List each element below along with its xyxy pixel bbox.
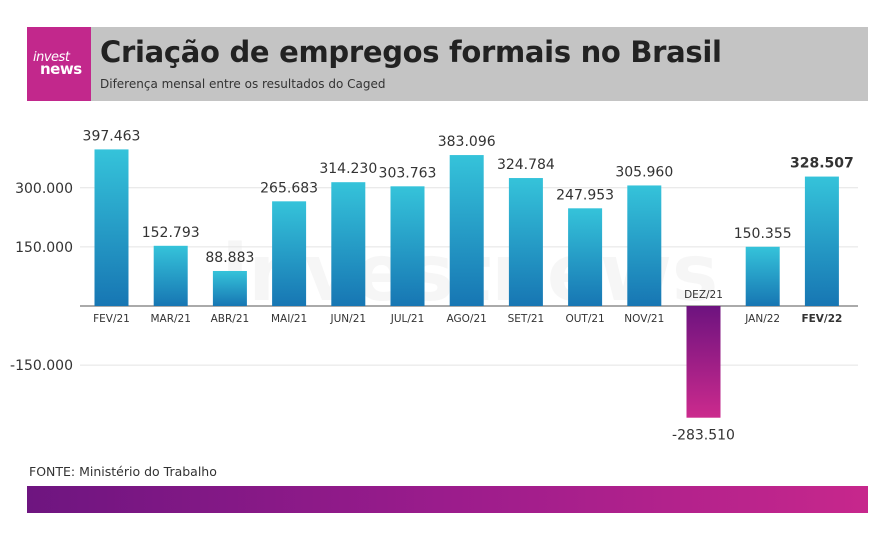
value-label: 265.683 bbox=[260, 180, 318, 196]
bar-jun-21 bbox=[331, 182, 366, 306]
labels: 300.000 150.000 -150.000 397.463 FEV/21 152.7… bbox=[10, 128, 854, 443]
value-label: 383.096 bbox=[438, 134, 496, 150]
bar-nov-21 bbox=[627, 185, 662, 306]
x-tick-label: JUL/21 bbox=[390, 313, 425, 325]
x-tick-label: AGO/21 bbox=[447, 313, 487, 325]
bar-jul-21 bbox=[390, 186, 425, 306]
x-tick-label: MAR/21 bbox=[150, 313, 190, 325]
value-label: 150.355 bbox=[734, 226, 792, 242]
x-tick-label: NOV/21 bbox=[624, 313, 664, 325]
logo-text-top: invest bbox=[33, 50, 70, 65]
y-tick-label: -150.000 bbox=[10, 358, 73, 374]
value-label: 305.960 bbox=[615, 164, 673, 180]
bar-mai-21 bbox=[272, 201, 307, 306]
bar-fev-22 bbox=[804, 176, 839, 306]
value-label: 88.883 bbox=[205, 250, 254, 266]
chart-subtitle: Diferença mensal entre os resultados do … bbox=[100, 77, 386, 91]
bar-mar-21 bbox=[153, 245, 188, 306]
x-tick-label: OUT/21 bbox=[565, 313, 604, 325]
x-tick-label: FEV/21 bbox=[93, 313, 130, 325]
value-label: -283.510 bbox=[672, 428, 735, 444]
bar-fev-21 bbox=[94, 149, 129, 306]
value-label: 247.953 bbox=[556, 187, 614, 203]
bar-abr-21 bbox=[212, 270, 247, 306]
header: invest news Criação de empregos formais … bbox=[27, 27, 868, 101]
value-label: 314.230 bbox=[319, 161, 377, 177]
footer-band bbox=[27, 486, 868, 513]
investnews-logo: invest news bbox=[27, 27, 91, 101]
value-label: 397.463 bbox=[83, 128, 141, 144]
bar-out-21 bbox=[568, 208, 603, 306]
x-tick-label: FEV/22 bbox=[801, 313, 842, 325]
x-tick-label: JUN/21 bbox=[330, 313, 367, 325]
chart-title: Criação de empregos formais no Brasil bbox=[100, 35, 722, 69]
bars bbox=[94, 149, 839, 418]
x-tick-label: MAI/21 bbox=[271, 313, 307, 325]
x-tick-label: JAN/22 bbox=[744, 313, 780, 325]
bar-dez-21 bbox=[686, 306, 721, 418]
y-tick-label: 300.000 bbox=[15, 181, 73, 197]
x-tick-label: ABR/21 bbox=[211, 313, 250, 325]
value-label: 152.793 bbox=[142, 225, 200, 241]
value-label: 324.784 bbox=[497, 157, 555, 173]
x-tick-label: DEZ/21 bbox=[684, 289, 723, 301]
y-tick-label: 150.000 bbox=[15, 240, 73, 256]
value-label: 328.507 bbox=[790, 156, 854, 172]
x-tick-label: SET/21 bbox=[508, 313, 545, 325]
bar-set-21 bbox=[508, 178, 543, 306]
bar-ago-21 bbox=[449, 155, 484, 306]
value-label: 303.763 bbox=[379, 165, 437, 181]
bar-jan-22 bbox=[745, 246, 780, 306]
logo-text-bottom: news bbox=[40, 60, 82, 78]
source-note: FONTE: Ministério do Trabalho bbox=[29, 464, 217, 479]
